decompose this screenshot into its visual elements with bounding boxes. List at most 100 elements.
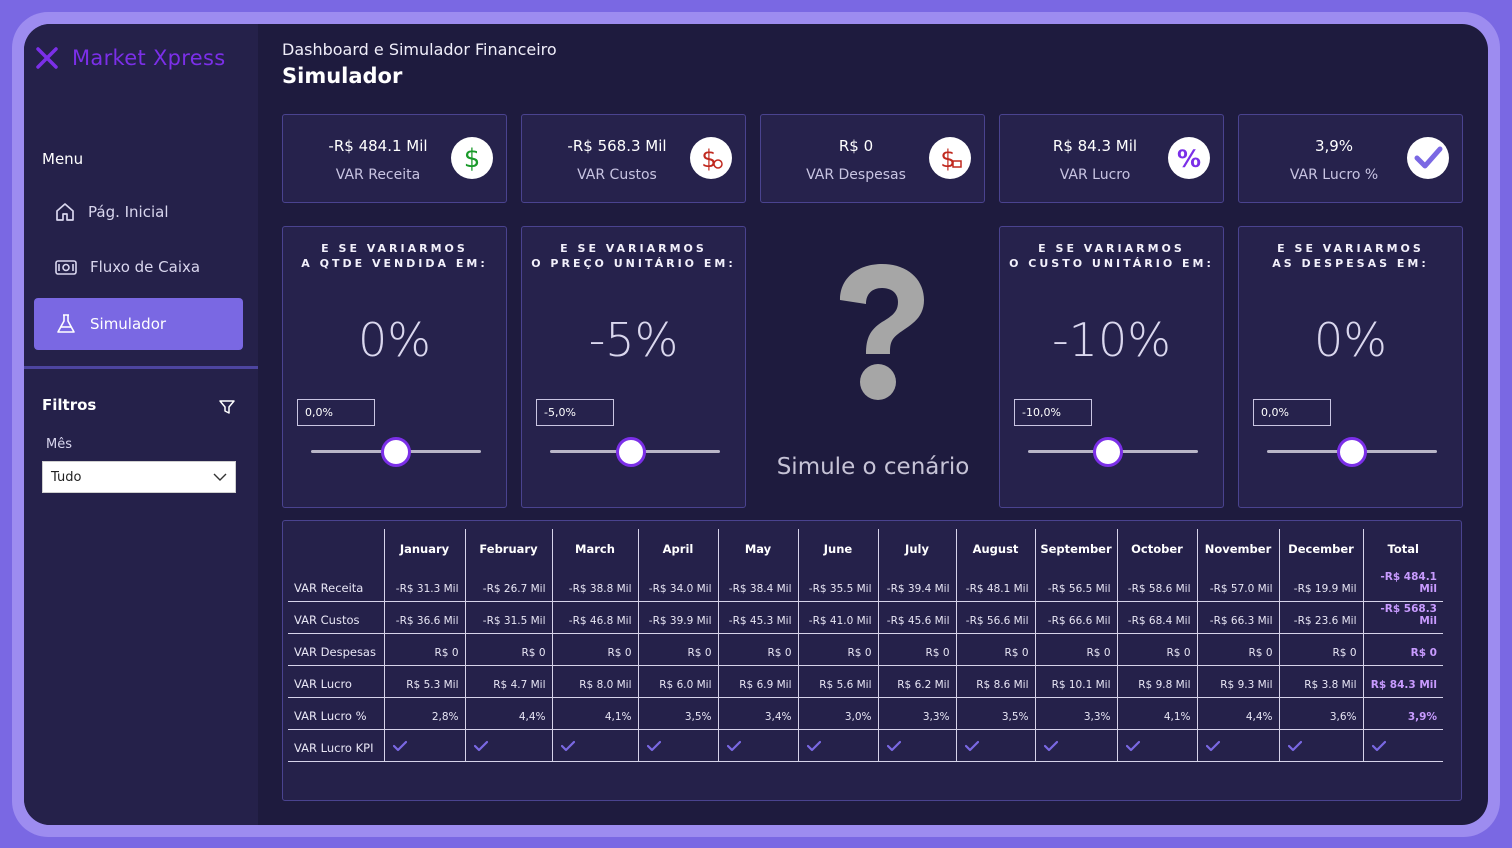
page-subtitle: Dashboard e Simulador Financeiro <box>282 40 557 59</box>
simulate-scenario-text: Simule o cenário <box>776 454 970 480</box>
matrix-column-header[interactable]: July <box>877 529 956 569</box>
matrix-cell: 4,4% <box>464 697 552 730</box>
sidebar-item-simulator[interactable]: Simulador <box>34 298 243 350</box>
matrix-cell: -R$ 68.4 Mil <box>1116 601 1197 634</box>
quantity-slider-thumb[interactable] <box>381 437 411 467</box>
check-icon <box>1278 729 1363 762</box>
matrix-cell: R$ 0 <box>637 633 718 666</box>
matrix-row-header: VAR Lucro % <box>288 697 384 730</box>
cost-input[interactable]: -10,0% <box>1014 399 1092 426</box>
matrix-header-row: January February March April May June July Augu… <box>288 529 1443 569</box>
filter-icon[interactable] <box>218 398 236 416</box>
sidebar-item-label: Pág. Inicial <box>88 203 169 221</box>
kpi-card-costs: -R$ 568.3 Mil VAR Custos $ <box>521 114 746 203</box>
matrix-cell: -R$ 19.9 Mil <box>1278 569 1363 602</box>
matrix-cell: -R$ 31.5 Mil <box>464 601 552 634</box>
matrix-cell: R$ 0 <box>1278 633 1363 666</box>
matrix-row-header: VAR Receita <box>288 569 384 602</box>
matrix-column-header[interactable]: November <box>1196 529 1279 569</box>
matrix-column-header[interactable]: January <box>383 529 465 569</box>
matrix-cell: R$ 4.7 Mil <box>464 665 552 698</box>
matrix-cell: R$ 9.8 Mil <box>1116 665 1197 698</box>
check-icon <box>551 729 638 762</box>
simulator-title-line: AS DESPESAS EM: <box>1272 257 1429 270</box>
kpi-value: R$ 0 <box>838 137 874 155</box>
matrix-cell: 3,0% <box>797 697 878 730</box>
kpi-label: VAR Lucro <box>1059 167 1131 183</box>
monthly-matrix: January February March April May June July Augu… <box>282 520 1462 801</box>
matrix-column-header[interactable]: March <box>551 529 638 569</box>
price-slider-thumb[interactable] <box>615 437 646 467</box>
svg-text:$: $ <box>940 145 955 173</box>
matrix-cell: -R$ 66.3 Mil <box>1196 601 1279 634</box>
logo-text: Market Xpress <box>72 46 226 70</box>
matrix-cell: 4,1% <box>1116 697 1197 730</box>
matrix-column-header[interactable]: Total <box>1362 529 1443 569</box>
simulator-title-line: E SE VARIARMOS <box>560 242 707 255</box>
matrix-corner <box>288 529 384 569</box>
sidebar-item-cash-flow[interactable]: Fluxo de Caixa <box>34 241 243 293</box>
logo[interactable]: Market Xpress <box>36 46 225 70</box>
matrix-cell: R$ 6.2 Mil <box>877 665 956 698</box>
matrix-cell: R$ 5.6 Mil <box>797 665 878 698</box>
matrix-cell: -R$ 26.7 Mil <box>464 569 552 602</box>
simulator-value: -5% <box>588 313 679 367</box>
outer-frame: Market Xpress Menu Pág. Inicial Fluxo de… <box>12 12 1500 837</box>
expenses-slider-thumb[interactable] <box>1337 437 1367 467</box>
matrix-cell: -R$ 23.6 Mil <box>1278 601 1363 634</box>
sidebar-item-label: Simulador <box>90 315 167 333</box>
matrix-cell: R$ 0 <box>1116 633 1197 666</box>
simulator-title-line: E SE VARIARMOS <box>321 242 468 255</box>
matrix-cell: R$ 0 <box>1034 633 1117 666</box>
app-window: Market Xpress Menu Pág. Inicial Fluxo de… <box>24 24 1488 825</box>
quantity-input[interactable]: 0,0% <box>297 399 375 426</box>
matrix-column-header[interactable]: April <box>637 529 718 569</box>
matrix-cell: -R$ 39.4 Mil <box>877 569 956 602</box>
matrix-column-header[interactable]: September <box>1034 529 1117 569</box>
matrix-cell: 3,6% <box>1278 697 1363 730</box>
cost-slider-thumb[interactable] <box>1092 437 1123 467</box>
matrix-cell: -R$ 34.0 Mil <box>637 569 718 602</box>
kpi-card-profit-percent: 3,9% VAR Lucro % <box>1238 114 1463 203</box>
simulator-card-cost: E SE VARIARMOS O CUSTO UNITÁRIO EM: -10%… <box>999 226 1224 508</box>
chevron-down-icon <box>213 473 227 481</box>
matrix-cell: R$ 0 <box>797 633 878 666</box>
matrix-cell: -R$ 57.0 Mil <box>1196 569 1279 602</box>
matrix-cell: -R$ 38.8 Mil <box>551 569 638 602</box>
check-icon <box>1196 729 1279 762</box>
matrix-column-header[interactable]: June <box>797 529 878 569</box>
matrix-column-header[interactable]: May <box>717 529 798 569</box>
svg-text:%: % <box>1177 145 1201 173</box>
matrix-cell: R$ 6.0 Mil <box>637 665 718 698</box>
percent-icon: % <box>1168 137 1210 179</box>
cash-icon <box>55 260 77 275</box>
matrix-row: VAR Lucro KPI <box>288 729 1443 762</box>
simulator-title-line: E SE VARIARMOS <box>1277 242 1424 255</box>
matrix-column-header[interactable]: October <box>1116 529 1197 569</box>
matrix-cell: R$ 0 <box>1196 633 1279 666</box>
month-select[interactable]: Tudo <box>42 461 236 493</box>
kpi-label: VAR Receita <box>335 167 421 183</box>
matrix-column-header[interactable]: February <box>464 529 552 569</box>
matrix-cell: R$ 9.3 Mil <box>1196 665 1279 698</box>
simulator-title: E SE VARIARMOS O CUSTO UNITÁRIO EM: <box>1000 241 1223 271</box>
simulate-scenario-panel: Simule o cenário <box>748 226 998 508</box>
matrix-table: January February March April May June July Augu… <box>288 529 1443 762</box>
kpi-value: -R$ 484.1 Mil <box>328 137 428 155</box>
price-input[interactable]: -5,0% <box>536 399 614 426</box>
x-logo-icon <box>36 47 58 69</box>
matrix-cell: R$ 0 <box>464 633 552 666</box>
matrix-cell: R$ 0 <box>877 633 956 666</box>
matrix-cell: 3,3% <box>877 697 956 730</box>
month-select-value: Tudo <box>51 469 82 485</box>
matrix-column-header[interactable]: August <box>955 529 1035 569</box>
matrix-cell: -R$ 31.3 Mil <box>383 569 465 602</box>
dollar-expense-icon: $ <box>929 137 971 179</box>
check-icon <box>797 729 878 762</box>
matrix-cell: -R$ 484.1 Mil <box>1362 569 1443 602</box>
matrix-column-header[interactable]: December <box>1278 529 1363 569</box>
sidebar-item-home[interactable]: Pág. Inicial <box>34 186 243 238</box>
expenses-input[interactable]: 0,0% <box>1253 399 1331 426</box>
matrix-cell: -R$ 41.0 Mil <box>797 601 878 634</box>
matrix-cell: R$ 3.8 Mil <box>1278 665 1363 698</box>
